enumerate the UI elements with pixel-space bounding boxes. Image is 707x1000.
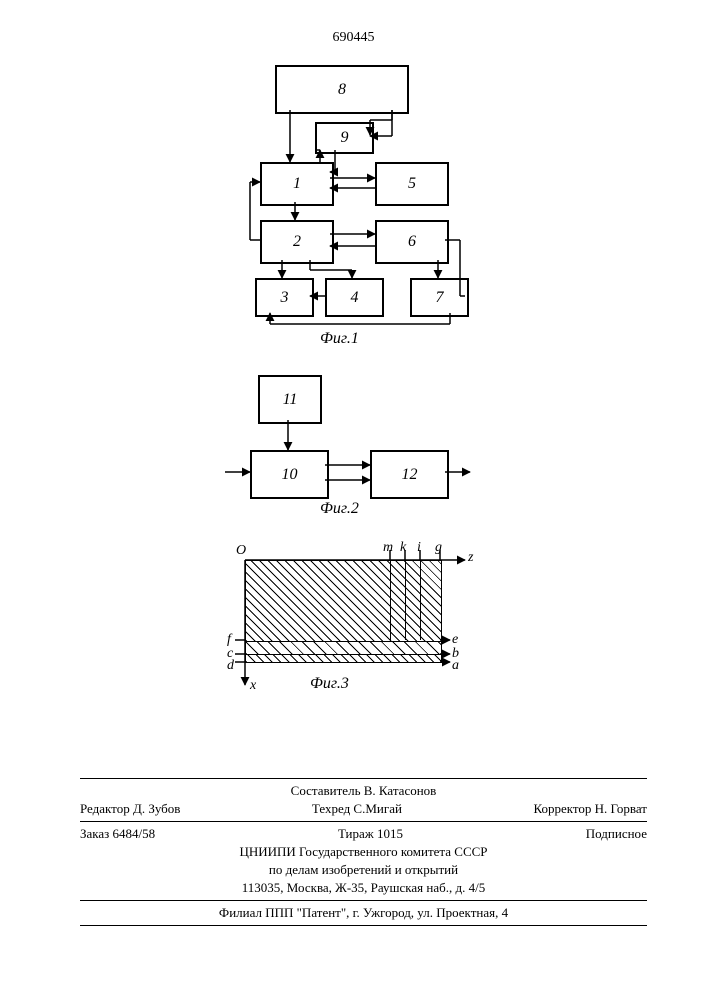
fig2-block-12: 12 (370, 450, 449, 499)
fig3-vline-m (390, 560, 391, 640)
fig1-caption: Фиг.1 (320, 330, 359, 348)
footer-corrector: Корректор Н. Горват (533, 801, 647, 817)
fig3-caption: Фиг.3 (310, 675, 349, 693)
fig1-block7-label: 7 (436, 289, 444, 307)
fig2-block11-label: 11 (283, 391, 298, 409)
fig3-label-g: g (435, 540, 442, 556)
footer-org: ЦНИИПИ Государственного комитета СССР (80, 844, 647, 860)
fig3-label-x: x (250, 678, 256, 694)
fig2-block-11: 11 (258, 375, 322, 424)
fig1-block-4: 4 (325, 278, 384, 317)
footer-row-1: Редактор Д. Зубов Техред С.Мигай Коррект… (80, 801, 647, 817)
fig3-label-i: i (417, 540, 421, 556)
fig1-block1-label: 1 (293, 175, 301, 193)
fig2-block10-label: 10 (282, 466, 298, 484)
fig1-block-8: 8 (275, 65, 409, 114)
fig2-block-10: 10 (250, 450, 329, 499)
footer-branch: Филиал ППП "Патент", г. Ужгород, ул. Про… (80, 905, 647, 921)
fig1-block3-label: 3 (281, 289, 289, 307)
fig1-block-1: 1 (260, 162, 334, 206)
footer-subscription: Подписное (586, 826, 647, 842)
fig1-block-5: 5 (375, 162, 449, 206)
fig3-label-k: k (400, 540, 406, 556)
fig3-label-z: z (468, 550, 473, 566)
page-number: 690445 (333, 30, 375, 46)
fig1-block9-label: 9 (341, 129, 349, 147)
footer-tirazh: Тираж 1015 (338, 826, 403, 842)
fig1-block-9: 9 (315, 122, 374, 154)
fig1-block2-label: 2 (293, 233, 301, 251)
fig3-vline-i (420, 560, 421, 640)
fig1-block4-label: 4 (351, 289, 359, 307)
footer-dept: по делам изобретений и открытий (80, 862, 647, 878)
footer-row-2: Заказ 6484/58 Тираж 1015 Подписное (80, 826, 647, 842)
fig2-caption: Фиг.2 (320, 500, 359, 518)
fig1-block8-label: 8 (338, 81, 346, 99)
fig3-label-a: a (452, 658, 459, 674)
footer-editor: Редактор Д. Зубов (80, 801, 180, 817)
fig3-region-bottom (245, 654, 442, 663)
fig3-label-m: m (383, 540, 393, 556)
footer-rule-1 (80, 778, 647, 779)
fig2-block12-label: 12 (402, 466, 418, 484)
fig3-vline-k (405, 560, 406, 640)
footer-rule-4 (80, 925, 647, 926)
fig1-block6-label: 6 (408, 233, 416, 251)
fig3-label-d: d (227, 658, 234, 674)
footer-rule-3 (80, 900, 647, 901)
footer-compiler: Составитель В. Катасонов (80, 783, 647, 799)
footer-rule-2 (80, 821, 647, 822)
fig1-block-6: 6 (375, 220, 449, 264)
footer-address: 113035, Москва, Ж-35, Раушская наб., д. … (80, 880, 647, 896)
fig1-block5-label: 5 (408, 175, 416, 193)
fig1-block-2: 2 (260, 220, 334, 264)
fig1-block-3: 3 (255, 278, 314, 317)
fig3-region-main (245, 560, 442, 642)
footer-order: Заказ 6484/58 (80, 826, 155, 842)
footer: Составитель В. Катасонов Редактор Д. Зуб… (80, 774, 647, 930)
fig1-block-7: 7 (410, 278, 469, 317)
footer-tehred: Техред С.Мигай (312, 801, 402, 817)
fig3-label-O: O (236, 543, 246, 559)
